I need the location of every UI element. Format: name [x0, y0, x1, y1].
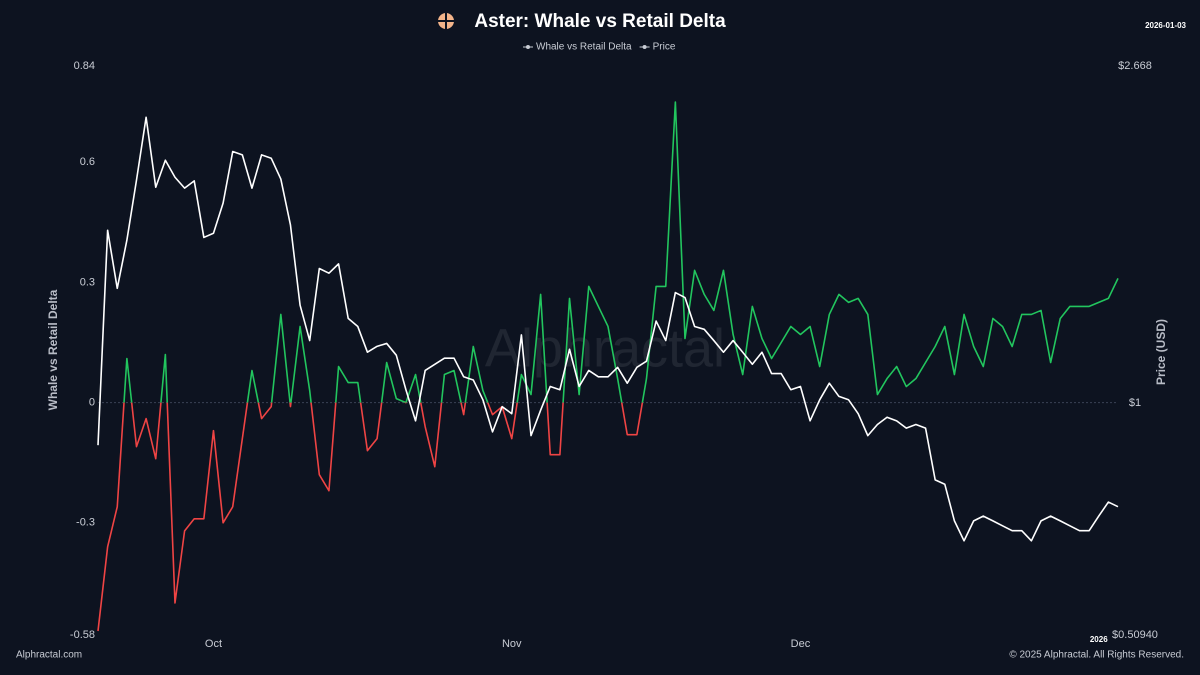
y-axis-title: Whale vs Retail Delta [46, 289, 60, 410]
x-tick-label: 2026 [1090, 635, 1108, 644]
x-tick-label: Oct [205, 638, 222, 650]
legend-dot [526, 45, 530, 49]
delta-line-positive [123, 101, 1119, 403]
footer-right: © 2025 Alphractal. All Rights Reserved. [1009, 650, 1184, 661]
y2-tick-label: $0.50940 [1112, 629, 1158, 641]
price-line [97, 116, 1119, 542]
delta-line-negative [97, 402, 644, 632]
footer-left: Alphractal.com [16, 650, 82, 661]
y2-tick-label: $2.668 [1118, 60, 1152, 72]
legend-label: Whale vs Retail Delta [536, 42, 632, 53]
watermark: Alphractal [485, 318, 725, 378]
chart-title: Aster: Whale vs Retail Delta [474, 11, 726, 32]
y-tick-label: -0.3 [76, 517, 95, 529]
y-tick-label: 0.84 [74, 60, 95, 72]
date-stamp: 2026-01-03 [1145, 21, 1186, 30]
title-icon [438, 13, 454, 29]
legend-dot [642, 45, 647, 49]
y2-axis-title: Price (USD) [1154, 319, 1168, 385]
x-tick-label: Dec [791, 638, 811, 650]
y-tick-label: 0.6 [80, 156, 95, 168]
y-tick-label: -0.58 [70, 629, 95, 641]
y-tick-label: 0.3 [80, 276, 95, 288]
legend-label: Price [653, 42, 676, 53]
y2-tick-label: $1 [1129, 397, 1141, 409]
x-tick-label: Nov [502, 638, 522, 650]
y-tick-label: 0 [89, 396, 95, 408]
